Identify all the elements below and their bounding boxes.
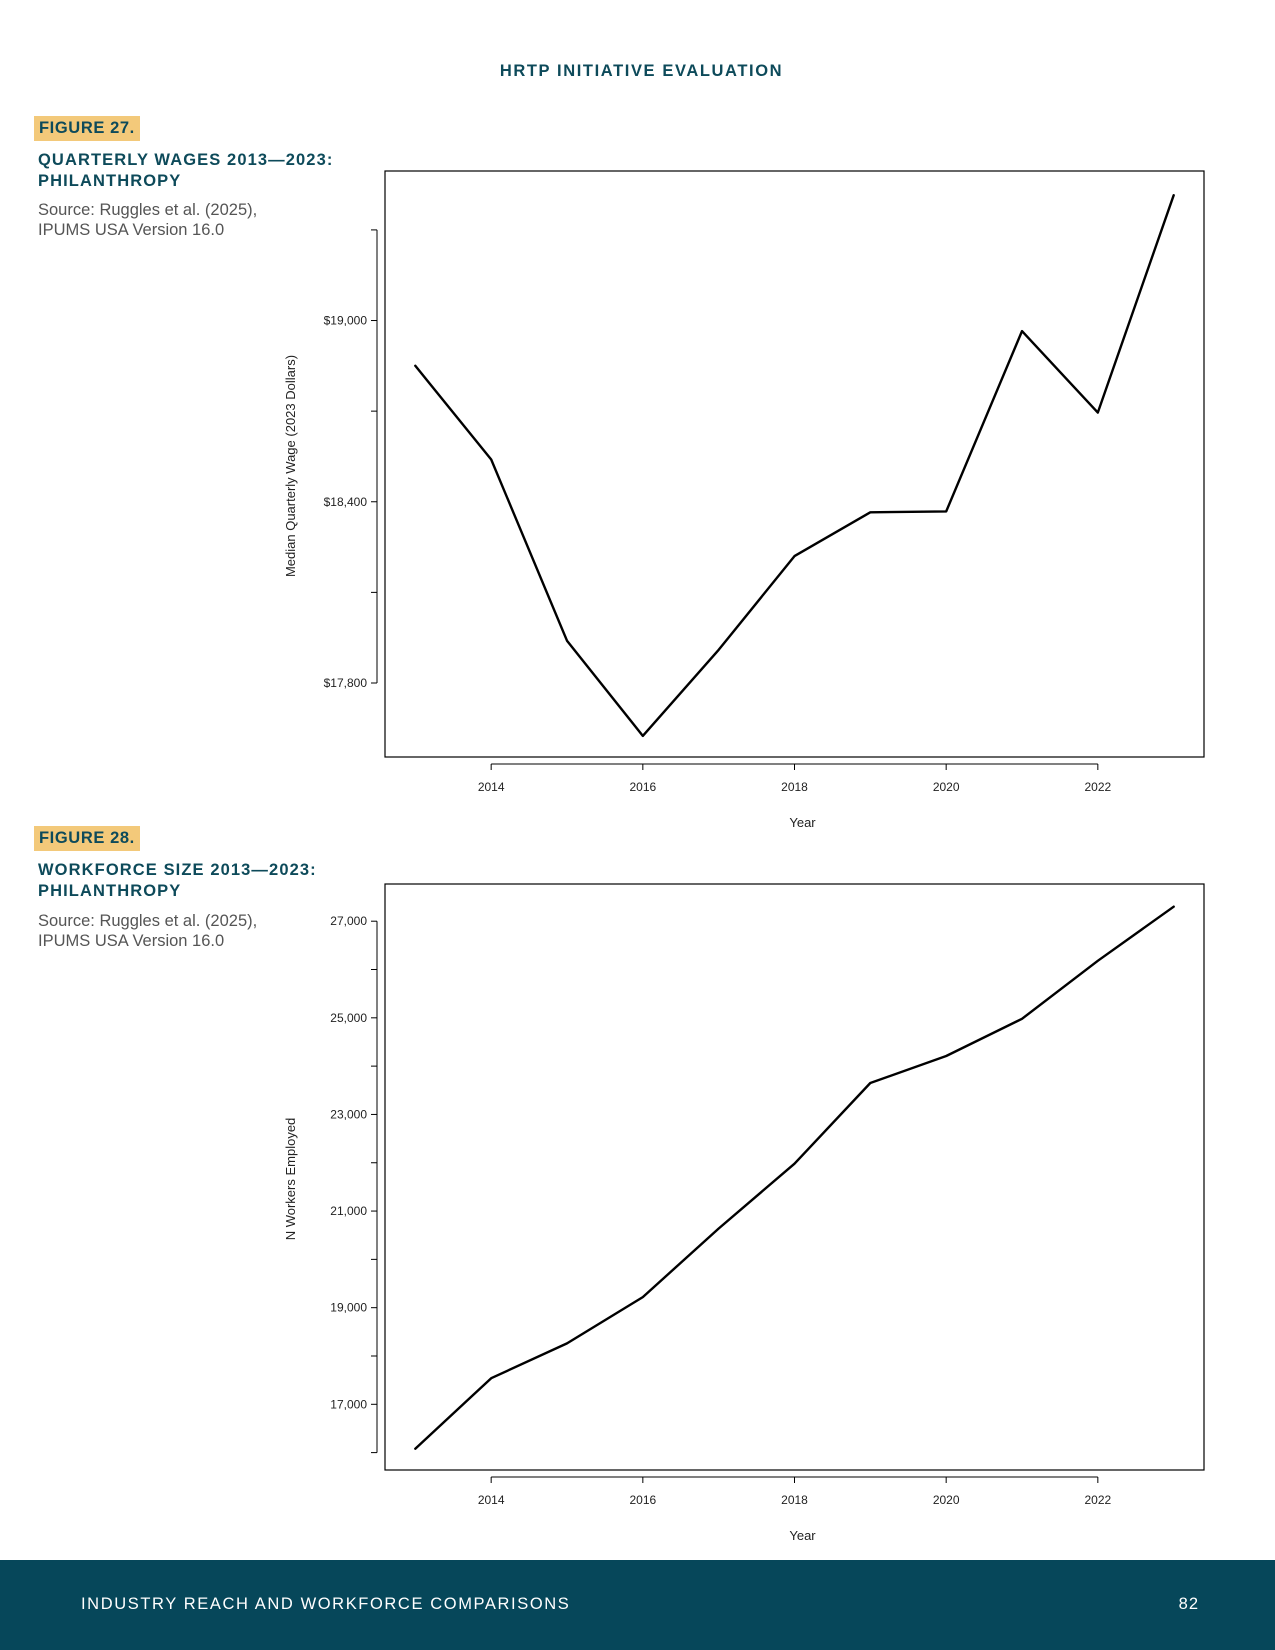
running-header: HRTP INITIATIVE EVALUATION [499, 62, 784, 80]
figure-28-title: WORKFORCE SIZE 2013—2023: PHILANTHROPY [38, 860, 348, 902]
figure-28-y-tick-label: 17,000 [330, 1397, 367, 1411]
figure-28-plot-frame [384, 883, 1205, 1471]
figure-27-x-axis-title: Year [789, 815, 816, 830]
page-number: 82 [1178, 1595, 1199, 1613]
figure-27-title: QUARTERLY WAGES 2013—2023: PHILANTHROPY [38, 150, 348, 192]
figure-27-y-tick-label: $18,400 [324, 495, 368, 509]
figure-27-series-line [414, 193, 1175, 738]
figure-28-x-axis-title: Year [789, 1528, 816, 1543]
figure-28-source: Source: Ruggles et al. (2025), IPUMS USA… [38, 911, 318, 951]
figure-27-x-tick-label: 2022 [1084, 780, 1111, 794]
figure-28-y-tick-label: 21,000 [330, 1204, 367, 1218]
figure-28-title-line-2: PHILANTHROPY [38, 882, 182, 900]
figure-27-source-line-2: IPUMS USA Version 16.0 [38, 221, 225, 239]
figure-28-title-line-1: WORKFORCE SIZE 2013—2023: [38, 861, 317, 879]
figure-28-y-tick-label: 25,000 [330, 1011, 367, 1025]
figure-28-x-tick-label: 2014 [478, 1493, 505, 1507]
figure-28-chart: 17,000 19,000 21,000 23,000 25,000 27,000 2014… [283, 883, 1205, 1543]
page-footer: INDUSTRY REACH AND WORKFORCE COMPARISONS… [0, 1560, 1275, 1650]
figure-27-x-tick-label: 2014 [478, 780, 505, 794]
figure-28-y-tick-label: 19,000 [330, 1301, 367, 1315]
figure-27-chart: $17,800 $18,400 $19,000 2014 2016 2018 2020 202… [283, 170, 1205, 830]
figure-28-tag: FIGURE 28. [34, 826, 140, 851]
figure-27-plot-frame [384, 170, 1205, 758]
figure-27-tag: FIGURE 27. [34, 116, 140, 141]
figure-27-x-tick-label: 2016 [629, 780, 656, 794]
figure-27-source: Source: Ruggles et al. (2025), IPUMS USA… [38, 200, 318, 240]
figure-27-y-axis-title: Median Quarterly Wage (2023 Dollars) [283, 355, 298, 577]
footer-section-title: INDUSTRY REACH AND WORKFORCE COMPARISONS [81, 1595, 571, 1613]
figure-28-x-tick-label: 2018 [781, 1493, 808, 1507]
figure-28-y-tick-label: 27,000 [330, 914, 367, 928]
figure-28-y-axis-title: N Workers Employed [283, 1118, 298, 1241]
figure-27-title-line-1: QUARTERLY WAGES 2013—2023: [38, 151, 334, 169]
figure-27-y-tick-label: $19,000 [324, 314, 368, 328]
figure-28-x-tick-label: 2022 [1084, 1493, 1111, 1507]
figure-28-source-line-2: IPUMS USA Version 16.0 [38, 932, 225, 950]
figure-27-y-tick-label: $17,800 [324, 676, 368, 690]
figure-28-source-line-1: Source: Ruggles et al. (2025), [38, 912, 258, 930]
figure-28-series-line [414, 905, 1175, 1450]
figure-28-x-tick-label: 2020 [933, 1493, 960, 1507]
figure-28-x-tick-label: 2016 [629, 1493, 656, 1507]
figure-27-source-line-1: Source: Ruggles et al. (2025), [38, 201, 258, 219]
figure-27-x-tick-label: 2020 [933, 780, 960, 794]
figure-28-y-tick-label: 23,000 [330, 1107, 367, 1121]
figure-27-title-line-2: PHILANTHROPY [38, 172, 182, 190]
figure-27-x-tick-label: 2018 [781, 780, 808, 794]
